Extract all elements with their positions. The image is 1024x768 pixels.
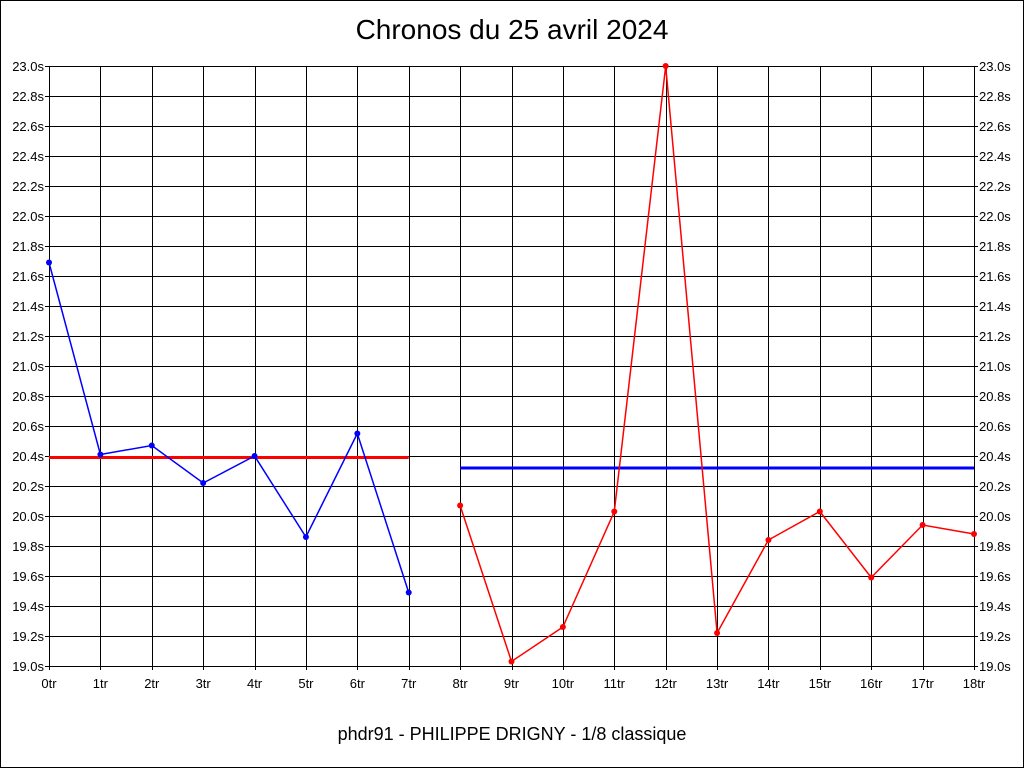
data-points <box>46 63 977 665</box>
x-tick-label: 2tr <box>144 676 160 691</box>
y-tick-label-right: 20.2s <box>979 479 1011 494</box>
y-tick-label-right: 21.2s <box>979 329 1011 344</box>
y-tick-label-left: 19.4s <box>12 599 44 614</box>
y-tick-label-left: 20.0s <box>12 509 44 524</box>
y-tick-label-left: 22.6s <box>12 119 44 134</box>
data-point <box>611 508 618 515</box>
data-point <box>46 259 52 266</box>
y-tick-label-right: 19.8s <box>979 539 1011 554</box>
y-tick-label-left: 19.2s <box>12 629 44 644</box>
y-tick-label-left: 22.8s <box>12 89 44 104</box>
y-tick-label-left: 20.6s <box>12 419 44 434</box>
y-tick-label-right: 23.0s <box>979 59 1011 74</box>
x-tick-label: 13tr <box>706 676 729 691</box>
y-tick-label-left: 20.2s <box>12 479 44 494</box>
x-tick-label: 8tr <box>453 676 469 691</box>
data-point <box>97 451 104 458</box>
y-tick-label-left: 19.0s <box>12 659 44 674</box>
data-point <box>148 442 155 449</box>
x-tick-label: 4tr <box>247 676 263 691</box>
data-point <box>765 537 772 543</box>
grid <box>45 66 978 670</box>
y-tick-label-left: 21.6s <box>12 269 44 284</box>
x-tick-label: 12tr <box>654 676 677 691</box>
y-tick-label-left: 22.0s <box>12 209 44 224</box>
y-tick-label-right: 21.8s <box>979 239 1011 254</box>
y-tick-label-right: 20.8s <box>979 389 1011 404</box>
y-tick-label-right: 20.4s <box>979 449 1011 464</box>
x-tick-label: 6tr <box>350 676 366 691</box>
y-tick-label-left: 21.4s <box>12 299 44 314</box>
data-point <box>662 63 669 69</box>
x-tick-label: 15tr <box>809 676 832 691</box>
data-point <box>405 589 412 596</box>
chart-subtitle: phdr91 - PHILIPPE DRIGNY - 1/8 classique <box>337 724 687 744</box>
x-tick-label: 1tr <box>93 676 109 691</box>
data-point <box>508 658 515 665</box>
right-axis-ticks: 19.0s 19.2s 19.4s 19.6s 19.8s 20.0s 20.2s 20.4s… <box>979 59 1011 674</box>
x-tick-label: 16tr <box>860 676 883 691</box>
x-tick-label: 11tr <box>604 676 626 691</box>
data-point <box>457 502 464 509</box>
data-point <box>714 630 721 636</box>
x-tick-label: 5tr <box>298 676 314 691</box>
y-tick-label-left: 19.6s <box>12 569 44 584</box>
y-tick-label-right: 21.4s <box>979 299 1011 314</box>
y-tick-label-right: 21.0s <box>979 359 1011 374</box>
y-tick-label-left: 23.0s <box>12 59 44 74</box>
y-tick-label-left: 22.2s <box>12 179 44 194</box>
y-tick-label-left: 20.8s <box>12 389 44 404</box>
y-tick-label-right: 20.6s <box>979 419 1011 434</box>
y-tick-label-left: 20.4s <box>12 449 44 464</box>
y-tick-label-right: 19.0s <box>979 659 1011 674</box>
data-point <box>302 534 309 540</box>
x-tick-label: 3tr <box>196 676 212 691</box>
left-axis-ticks: 19.0s 19.2s 19.4s 19.6s 19.8s 20.0s 20.2s 20.4s… <box>12 59 44 674</box>
data-point <box>816 508 823 515</box>
y-tick-label-left: 21.2s <box>12 329 44 344</box>
x-tick-label: 0tr <box>41 676 57 691</box>
chart-title: Chronos du 25 avril 2024 <box>355 14 669 45</box>
y-tick-label-right: 20.0s <box>979 509 1011 524</box>
data-point <box>200 480 207 486</box>
y-tick-label-right: 22.2s <box>979 179 1011 194</box>
data-point <box>354 430 361 437</box>
data-point <box>971 531 977 537</box>
y-tick-label-right: 19.2s <box>979 629 1011 644</box>
y-tick-label-left: 22.4s <box>12 149 44 164</box>
x-tick-label: 17tr <box>911 676 934 691</box>
y-tick-label-right: 19.4s <box>979 599 1011 614</box>
data-point <box>919 522 926 528</box>
y-tick-label-right: 22.8s <box>979 89 1011 104</box>
y-tick-label-right: 22.4s <box>979 149 1011 164</box>
y-tick-label-right: 22.0s <box>979 209 1011 224</box>
data-point <box>868 574 875 581</box>
series-lines <box>48 65 975 663</box>
x-tick-label: 14tr <box>757 676 780 691</box>
series-line <box>48 262 410 593</box>
x-tick-label: 9tr <box>504 676 520 691</box>
x-tick-label: 18tr <box>963 676 986 691</box>
y-tick-label-right: 19.6s <box>979 569 1011 584</box>
y-tick-label-left: 21.8s <box>12 239 44 254</box>
y-tick-label-left: 19.8s <box>12 539 44 554</box>
x-axis-ticks: 0tr 1tr 2tr 3tr 4tr 5tr 6tr 7tr 8tr 9tr 10tr 11tr 12… <box>41 676 985 691</box>
data-point <box>251 453 258 459</box>
y-tick-label-left: 21.0s <box>12 359 44 374</box>
data-point <box>559 624 566 630</box>
y-tick-label-right: 21.6s <box>979 269 1011 284</box>
reference-lines <box>49 456 974 470</box>
y-tick-label-right: 22.6s <box>979 119 1011 134</box>
x-tick-label: 7tr <box>401 676 417 691</box>
x-tick-label: 10tr <box>552 676 575 691</box>
